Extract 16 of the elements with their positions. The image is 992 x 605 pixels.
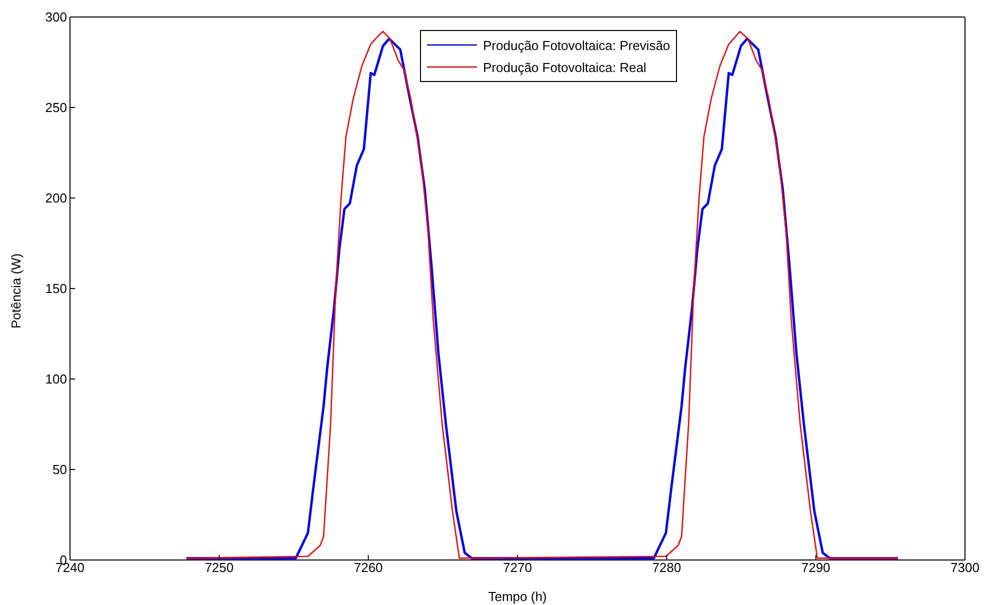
y-tick-label: 50 xyxy=(52,462,67,478)
y-tick-label: 300 xyxy=(45,10,67,25)
x-tick-label: 7300 xyxy=(950,560,980,576)
y-tick-label: 200 xyxy=(45,190,67,206)
x-tick-label: 7250 xyxy=(204,560,234,576)
x-axis-title: Tempo (h) xyxy=(488,589,547,604)
x-tick-label: 7270 xyxy=(503,560,532,576)
y-tick-label: 150 xyxy=(45,281,67,296)
y-tick-label: 100 xyxy=(45,372,67,387)
x-tick-label: 7260 xyxy=(354,560,383,576)
x-tick-label: 7290 xyxy=(801,560,830,576)
legend-label: Produção Fotovoltaica: Real xyxy=(483,60,646,74)
x-tick-label: 7280 xyxy=(652,560,682,576)
y-tick-label: 250 xyxy=(45,100,67,116)
y-axis-title: Potência (W) xyxy=(8,253,24,328)
legend-label: Produção Fotovoltaica: Previsão xyxy=(483,38,670,52)
